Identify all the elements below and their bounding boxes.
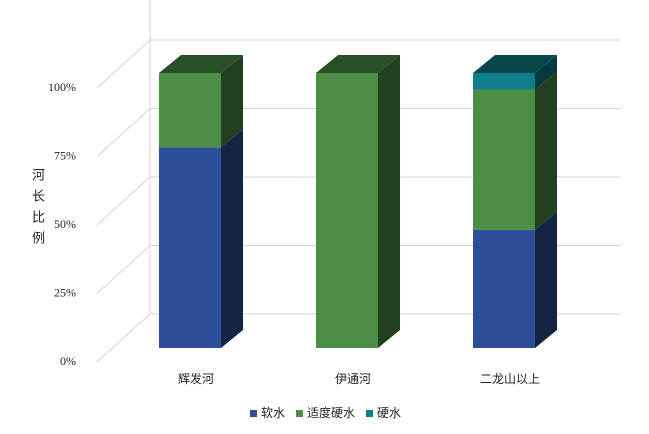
bar-segment [473,73,535,90]
legend-swatch [250,410,257,417]
bar-segment [159,147,221,348]
y-tick-label: 100% [48,80,76,94]
bar-segment [159,73,221,148]
y-axis-label: 河长比例 [30,168,45,252]
bar-top [473,55,557,73]
bar-side [378,55,400,348]
grid-line [96,313,620,363]
bar-side [535,211,557,348]
grid-line [96,39,620,89]
grid-line [96,108,620,157]
legend-label: 适度硬水 [307,405,355,420]
y-tick-label: 0% [60,354,76,368]
y-tick-label: 50% [54,217,76,231]
grid-line [96,176,620,226]
x-tick-label: 二龙山以上 [480,372,540,386]
bar-top [316,55,400,73]
bar-side [221,55,243,148]
bar-segment [316,73,378,348]
legend-label: 软水 [261,406,285,420]
bar-side [535,55,557,90]
grid-line [96,245,620,294]
bar-side [221,129,243,348]
x-tick-label: 辉发河 [178,371,214,386]
y-tick-label: 75% [54,148,76,162]
y-tick-label: 25% [54,285,76,299]
legend-swatch [366,410,374,417]
y-axis-label: 河长比例 [30,168,45,252]
legend-label: 硬水 [377,406,401,420]
bar-segment [473,89,535,230]
legend-swatch [296,410,304,417]
x-tick-label: 伊通河 [335,372,371,386]
bar-segment [473,229,535,348]
bar-side [535,71,557,230]
bar-top [159,55,243,73]
